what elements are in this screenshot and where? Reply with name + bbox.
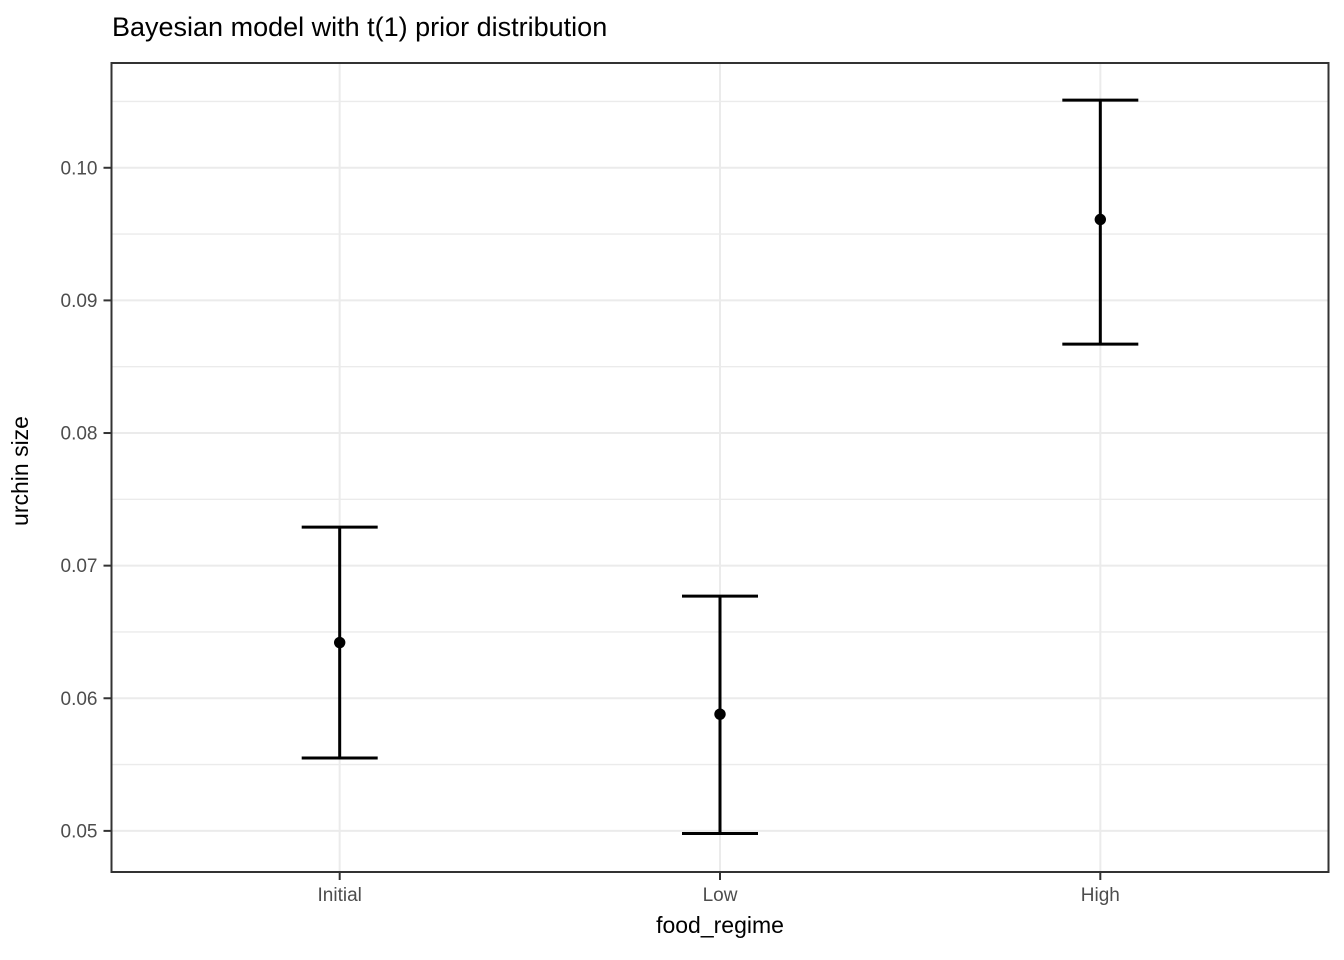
- data-point: [1094, 213, 1107, 226]
- chart-title: Bayesian model with t(1) prior distribut…: [112, 12, 608, 42]
- y-tick-label: 0.05: [61, 821, 98, 842]
- data-point: [333, 636, 346, 649]
- data-point: [714, 708, 726, 720]
- y-tick-label: 0.08: [61, 424, 98, 445]
- y-tick-label: 0.09: [61, 291, 98, 312]
- y-tick-label: 0.07: [61, 556, 98, 577]
- x-tick-label: High: [1081, 885, 1120, 906]
- y-tick-label: 0.10: [61, 158, 98, 179]
- y-axis-title: urchin size: [7, 416, 33, 526]
- x-tick-label: Initial: [318, 885, 362, 906]
- y-tick-label: 0.06: [61, 689, 98, 710]
- x-tick-label: Low: [703, 885, 738, 906]
- x-axis-title: food_regime: [656, 912, 784, 938]
